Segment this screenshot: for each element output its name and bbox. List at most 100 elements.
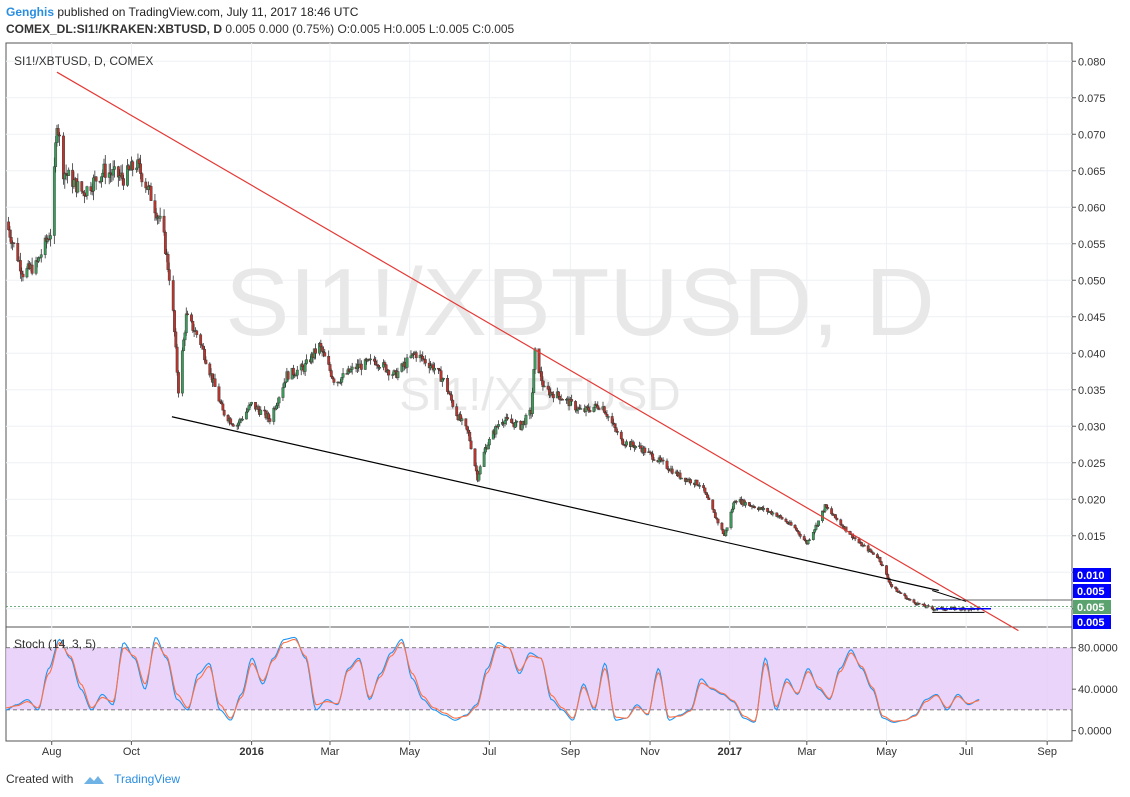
candle-body: [52, 166, 56, 236]
candle-body: [7, 221, 11, 231]
candle-body: [99, 176, 103, 182]
candle-body: [729, 511, 733, 528]
candle-body: [862, 545, 866, 547]
time-tick-label: Sep: [561, 746, 581, 758]
candle-body: [510, 418, 513, 423]
stoch-pane-label: Stoch (14, 3, 5): [14, 637, 96, 651]
candle-body: [331, 376, 334, 379]
candle-body: [81, 191, 85, 194]
candle-body: [574, 401, 577, 411]
lower-trendline: [171, 416, 939, 592]
price-axis[interactable]: 0.080 0.075 0.070 0.065 0.060 0.055 0.050 0.045…: [1072, 56, 1106, 616]
candle-body: [67, 169, 71, 176]
candle-body: [359, 363, 363, 370]
candle-body: [610, 416, 614, 424]
candle-body: [811, 532, 815, 540]
candle-body: [319, 343, 323, 348]
candle-body: [813, 529, 817, 533]
price-tick-label: 0.040: [1078, 348, 1106, 360]
candle-body: [409, 355, 413, 358]
candle-body: [724, 530, 728, 536]
candle-body: [286, 371, 290, 380]
candle-body: [482, 451, 486, 467]
stoch-tick-label: 0.0000: [1078, 726, 1112, 738]
stoch-axis[interactable]: 80.0000 40.0000 0.0000: [1072, 643, 1118, 738]
candle-body: [780, 516, 784, 520]
candle-body: [853, 537, 857, 540]
candle-body: [557, 391, 560, 397]
candle-body: [203, 348, 206, 361]
candle-body: [665, 460, 669, 469]
candle-body: [135, 167, 139, 170]
candle-body: [282, 382, 286, 388]
candle-body: [438, 369, 442, 371]
candle-body: [881, 564, 884, 567]
price-tick-label: 0.080: [1078, 56, 1106, 68]
symbol-name: COMEX_DL:SI1!/KRAKEN:XBTUSD, D: [6, 22, 223, 36]
candle-body: [340, 377, 344, 383]
candle-body: [606, 416, 610, 418]
candle-body: [725, 527, 729, 531]
candle-body: [826, 507, 830, 509]
candle-body: [447, 391, 451, 394]
candle-body: [149, 186, 153, 201]
created-with-text: Created with: [6, 772, 74, 786]
candle-body: [515, 421, 519, 423]
candle-body: [839, 519, 843, 526]
candle-body: [912, 599, 916, 603]
candle-body: [341, 373, 345, 378]
candle-body: [744, 502, 747, 506]
candle-body: [387, 370, 391, 376]
candle-body: [442, 378, 446, 380]
candle-body: [689, 479, 692, 484]
candle-body: [908, 599, 912, 601]
candle-body: [329, 370, 333, 377]
candle-body: [221, 403, 225, 411]
candle-body: [615, 431, 619, 433]
price-tick-label: 0.030: [1078, 421, 1106, 433]
candle-body: [85, 186, 89, 196]
candle-body: [34, 260, 38, 274]
candle-body: [190, 314, 193, 322]
candle-body: [180, 350, 184, 394]
candle-body: [301, 364, 304, 368]
trendlines[interactable]: [6, 71, 1072, 632]
candle-body: [716, 518, 720, 524]
candle-body: [199, 334, 203, 345]
watermark-large: SI1!/XBTUSD, D: [225, 249, 935, 356]
candle-body: [520, 424, 524, 430]
candle-body: [374, 361, 378, 365]
candle-body: [241, 418, 244, 421]
candle-body: [587, 407, 591, 411]
candle-body: [220, 402, 223, 405]
stoch-tick-label: 40.0000: [1078, 684, 1118, 696]
candle-body: [349, 369, 353, 373]
stoch-d-line: [5, 638, 980, 722]
price-tag-label: 0.005: [1077, 617, 1105, 629]
candle-body: [21, 273, 25, 278]
candle-body: [602, 406, 606, 413]
candle-body: [604, 412, 608, 415]
candle-body: [423, 359, 427, 364]
candle-body: [895, 588, 899, 592]
candle-body: [82, 192, 86, 196]
candle-body: [58, 134, 61, 137]
candle-body: [429, 365, 432, 369]
candle-body: [171, 280, 175, 311]
author-link[interactable]: Genghis: [6, 5, 55, 19]
price-tick-label: 0.035: [1078, 385, 1106, 397]
candle-body: [830, 508, 834, 515]
tradingview-brand-link[interactable]: TradingView: [114, 772, 181, 786]
candle-body: [62, 135, 65, 180]
price-tick-label: 0.025: [1078, 458, 1106, 470]
candle-body: [174, 331, 178, 348]
candle-body: [878, 556, 882, 562]
candle-body: [734, 501, 738, 503]
stoch-tick-label: 80.0000: [1078, 643, 1118, 655]
candle-body: [191, 320, 195, 331]
candle-body: [166, 254, 170, 270]
candle-body: [779, 515, 783, 518]
price-tick-label: 0.045: [1078, 312, 1106, 324]
time-axis[interactable]: Aug Oct 2016 Mar May Jul Sep Nov 2017 Mar May Jul Se…: [42, 741, 1057, 758]
